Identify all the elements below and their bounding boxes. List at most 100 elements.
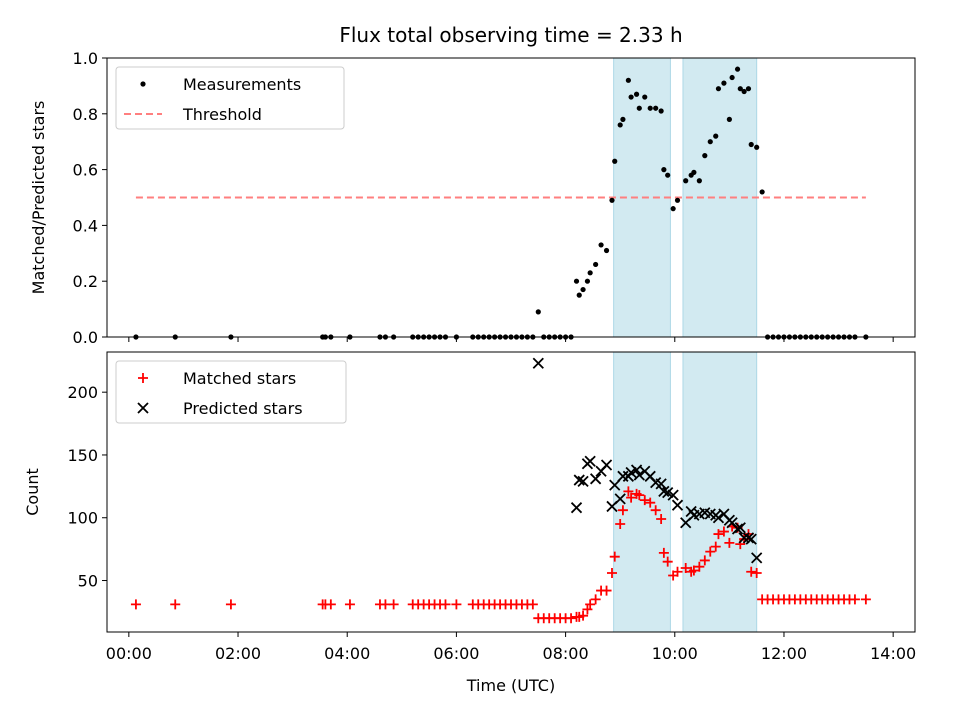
matched-stars-point bbox=[751, 567, 762, 578]
measurement-point bbox=[713, 133, 719, 139]
predicted-stars-point bbox=[577, 475, 589, 487]
matched-stars-point bbox=[656, 513, 667, 524]
measurement-point bbox=[584, 278, 591, 284]
measurement-point bbox=[647, 105, 653, 111]
measurement-point bbox=[745, 86, 752, 92]
chart-title: Flux total observing time = 2.33 h bbox=[339, 23, 682, 47]
matched-stars-point bbox=[601, 585, 612, 596]
matched-stars-point bbox=[645, 497, 656, 508]
predicted-stars-point bbox=[658, 485, 670, 498]
y-tick-label: 200 bbox=[67, 383, 98, 402]
matched-stars-point bbox=[527, 599, 538, 610]
matched-stars-point bbox=[705, 546, 716, 557]
measurement-point bbox=[734, 66, 741, 72]
matched-stars-point bbox=[639, 495, 650, 506]
predicted-stars-point bbox=[655, 478, 667, 490]
matched-stars-point bbox=[451, 599, 462, 610]
observing-window-2 bbox=[682, 351, 758, 633]
measurement-point bbox=[642, 94, 648, 100]
matched-stars-point bbox=[585, 599, 596, 610]
measurement-point bbox=[759, 189, 765, 195]
measurement-point bbox=[636, 105, 642, 111]
matched-stars-point bbox=[566, 613, 577, 624]
measurement-point bbox=[737, 86, 743, 92]
legend-handle-measurements bbox=[140, 81, 146, 87]
x-tick-label: 10:00 bbox=[652, 644, 698, 663]
legend-box bbox=[115, 360, 347, 424]
measurement-point bbox=[573, 278, 580, 284]
legend-label: Threshold bbox=[182, 105, 262, 124]
measurement-point bbox=[587, 270, 593, 276]
measurement-point bbox=[683, 178, 689, 184]
x-tick-label: 04:00 bbox=[324, 644, 370, 663]
predicted-stars-point bbox=[570, 502, 583, 514]
axes-frame bbox=[106, 351, 916, 633]
measurement-point bbox=[628, 94, 634, 100]
matched-stars-point bbox=[626, 492, 637, 503]
matched-stars-point bbox=[699, 555, 710, 566]
matched-stars-point bbox=[578, 610, 589, 621]
predicted-stars-point bbox=[712, 512, 725, 524]
measurement-point bbox=[620, 116, 626, 122]
measurement-point bbox=[691, 169, 697, 175]
x-axis-label: Time (UTC) bbox=[466, 676, 555, 695]
predicted-stars-point bbox=[667, 489, 679, 501]
predicted-stars-point bbox=[662, 486, 674, 499]
predicted-stars-point bbox=[609, 479, 621, 491]
matched-stars-point bbox=[634, 490, 645, 501]
x-tick-label: 02:00 bbox=[215, 644, 261, 663]
y-tick-label: 0.4 bbox=[73, 216, 98, 235]
legend-handle-predicted bbox=[137, 402, 149, 414]
legend-label: Measurements bbox=[183, 75, 301, 94]
y-tick-label: 100 bbox=[67, 509, 98, 528]
matched-stars-point bbox=[849, 594, 860, 605]
measurement-point bbox=[612, 158, 618, 164]
matched-stars-point bbox=[694, 561, 705, 572]
measurement-point bbox=[696, 178, 702, 184]
predicted-stars-point bbox=[633, 469, 645, 481]
matched-stars-point bbox=[710, 541, 721, 552]
measurement-point bbox=[617, 122, 623, 128]
matched-stars-point bbox=[582, 604, 593, 615]
measurement-point bbox=[658, 108, 664, 114]
measurement-point bbox=[593, 261, 599, 268]
x-tick-label: 00:00 bbox=[106, 644, 152, 663]
measurement-point bbox=[633, 91, 640, 97]
y-tick-label: 1.0 bbox=[73, 49, 98, 68]
y-tick-label: 0.0 bbox=[73, 328, 98, 347]
predicted-stars-point bbox=[614, 493, 626, 505]
measurement-point bbox=[670, 206, 676, 212]
bottom-panel: 50 100 150 200 00:00 02:00 04:00 06:00 08:00 10:0… bbox=[23, 351, 916, 663]
legend-label: Predicted stars bbox=[183, 399, 303, 418]
top-panel: 0.0 0.2 0.4 0.6 0.8 1.0 Matched/Predicted star… bbox=[29, 49, 916, 347]
matched-stars-point bbox=[609, 551, 620, 562]
measurement-point bbox=[580, 286, 586, 293]
y-tick-label: 0.2 bbox=[73, 272, 98, 291]
matched-stars-point bbox=[607, 567, 617, 578]
matched-stars-point bbox=[688, 565, 699, 576]
measurement-point bbox=[665, 172, 671, 178]
measurement-point bbox=[748, 141, 754, 148]
x-tick-label: 12:00 bbox=[761, 644, 807, 663]
y-tick-label: 0.6 bbox=[73, 161, 98, 180]
measurement-point bbox=[609, 197, 615, 203]
y-tick-label: 50 bbox=[78, 572, 98, 591]
matched-stars-point bbox=[225, 599, 236, 610]
measurement-point bbox=[729, 74, 735, 81]
matched-stars-point bbox=[615, 519, 626, 530]
matched-stars-point bbox=[325, 599, 336, 610]
measurement-point bbox=[535, 309, 541, 315]
matched-stars-point bbox=[623, 486, 634, 497]
matched-stars-point bbox=[170, 599, 181, 610]
predicted-stars-point bbox=[532, 357, 544, 369]
matched-stars-point bbox=[658, 547, 669, 558]
matched-stars-point bbox=[590, 594, 601, 605]
matched-stars-point bbox=[860, 594, 871, 605]
predicted-stars-point bbox=[731, 523, 744, 535]
measurement-point bbox=[702, 153, 708, 159]
predicted-stars-point bbox=[742, 532, 755, 544]
measurement-point bbox=[598, 242, 604, 248]
measurement-point bbox=[741, 88, 747, 95]
measurement-point bbox=[661, 167, 667, 173]
matched-stars-point bbox=[344, 599, 355, 610]
